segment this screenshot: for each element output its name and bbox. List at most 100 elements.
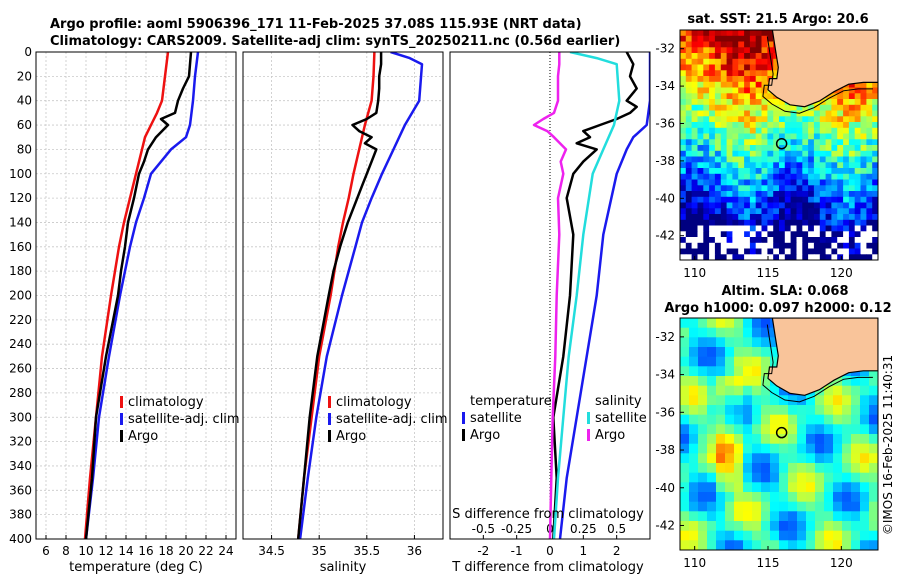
map-cell	[825, 122, 832, 129]
map-cell	[860, 122, 867, 129]
map-cell	[697, 104, 704, 112]
map-cell	[796, 248, 803, 255]
map-cell	[767, 156, 774, 163]
map-cell	[732, 145, 739, 152]
map-cell	[732, 76, 739, 83]
map-cell	[779, 122, 786, 129]
map-cell	[744, 58, 751, 66]
map-cell	[779, 156, 786, 163]
sst-map-ticks: 110 115 120-32-34-36-38-40-42	[655, 42, 852, 280]
map-cell	[770, 472, 780, 483]
map-cell	[819, 122, 827, 129]
map-cell	[872, 162, 878, 169]
map-cell	[784, 156, 792, 163]
map-cell	[866, 242, 873, 250]
map-cell	[866, 156, 873, 163]
map-cell	[797, 530, 807, 541]
map-cell	[825, 139, 832, 146]
map-cell	[872, 150, 878, 158]
map-cell	[709, 185, 716, 192]
map-cell	[819, 145, 827, 152]
map-cell	[709, 35, 716, 43]
map-cell	[813, 196, 821, 204]
map-cell	[744, 145, 751, 152]
map-cell	[709, 219, 716, 227]
map-cell	[837, 248, 844, 255]
map-cell	[697, 214, 704, 221]
lat-tick-label: -38	[655, 154, 675, 168]
map-cell	[732, 168, 739, 175]
map-cell	[755, 127, 762, 135]
map-cell	[680, 104, 687, 112]
map-cell	[691, 179, 698, 186]
lon-tick-label: 115	[757, 266, 780, 280]
map-cell	[869, 395, 878, 406]
map-cell	[761, 530, 771, 541]
map-cell	[743, 405, 753, 416]
map-cell	[869, 385, 878, 396]
map-cell	[842, 511, 852, 522]
map-cell	[808, 237, 815, 244]
temperature-legend: climatology satellite-adj. clim Argo	[120, 395, 240, 444]
map-cell	[714, 58, 722, 66]
map-cell	[709, 76, 716, 83]
map-cell	[833, 482, 843, 493]
map-cell	[752, 443, 762, 454]
map-cell	[815, 395, 825, 406]
map-cell	[691, 110, 698, 117]
map-cell	[732, 214, 739, 221]
map-cell	[860, 540, 870, 550]
map-cell	[773, 219, 780, 227]
map-cell	[716, 395, 726, 406]
map-cell	[854, 202, 861, 209]
map-cell	[848, 150, 856, 158]
legend-swatch-satellite	[328, 413, 331, 425]
map-cell	[738, 70, 745, 77]
map-cell	[796, 173, 803, 181]
difference-axes-frame	[449, 51, 651, 540]
map-cell	[755, 214, 762, 221]
map-cell	[720, 87, 728, 94]
map-cell	[744, 41, 751, 48]
map-cell	[761, 76, 768, 83]
map-cell	[714, 225, 722, 232]
map-cell	[784, 139, 792, 146]
map-cell	[851, 521, 861, 532]
map-cell	[732, 53, 739, 60]
map-cell	[725, 424, 735, 435]
map-cell	[767, 242, 774, 250]
sla-map-title-2: Argo h1000: 0.097 h2000: 0.12	[664, 301, 891, 316]
map-cell	[734, 453, 744, 464]
map-cell	[691, 208, 698, 215]
map-cell	[726, 162, 733, 169]
map-cell	[685, 145, 693, 152]
map-cell	[732, 208, 739, 215]
map-cell	[703, 116, 710, 123]
map-cell	[680, 237, 687, 244]
map-cell	[716, 376, 726, 387]
map-cell	[831, 150, 838, 158]
map-cell	[755, 219, 762, 227]
map-cell	[773, 58, 780, 66]
map-cell	[726, 110, 733, 117]
map-cell	[703, 208, 710, 215]
map-cell	[779, 110, 786, 117]
map-cell	[680, 168, 687, 175]
map-cell	[689, 405, 699, 416]
map-cell	[726, 214, 733, 221]
map-cell	[796, 214, 803, 221]
map-cell	[689, 530, 699, 541]
map-cell	[773, 248, 780, 255]
map-cell	[697, 242, 704, 250]
map-cell	[837, 139, 844, 146]
map-cell	[851, 540, 861, 550]
salinity-lines	[296, 52, 424, 539]
map-cell	[732, 173, 739, 181]
map-cell	[752, 347, 762, 358]
map-cell	[767, 168, 774, 175]
map-cell	[866, 202, 873, 209]
map-cell	[714, 248, 722, 255]
map-cell	[703, 127, 710, 135]
map-cell	[802, 225, 809, 232]
map-cell	[738, 93, 745, 100]
